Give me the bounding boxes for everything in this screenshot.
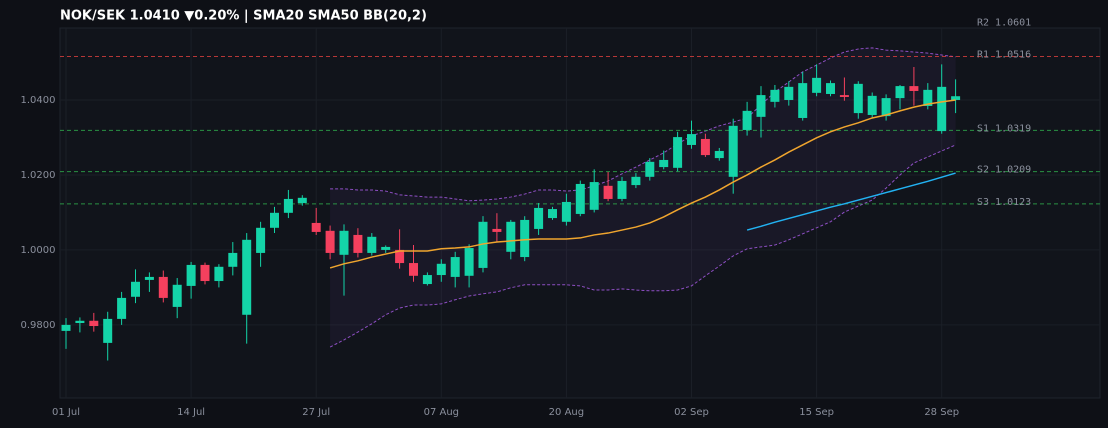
level-value: 1.0319 [995, 123, 1031, 134]
candle-body [89, 320, 99, 327]
candle-body [158, 276, 168, 298]
candle-body [520, 219, 530, 258]
x-tick-label: 15 Sep [799, 407, 834, 418]
x-tick-label: 28 Sep [924, 407, 959, 418]
level-name: S3 [977, 197, 989, 208]
candle-body [812, 77, 822, 93]
candle-body [687, 134, 696, 145]
level-value: 1.0123 [995, 197, 1031, 208]
level-label: S2 1.0209 [977, 165, 1031, 176]
candle-body [728, 125, 738, 177]
candle-body [492, 228, 502, 232]
candle-body [923, 89, 933, 106]
level-name: S2 [977, 165, 989, 176]
candle-body [450, 257, 460, 277]
candle-body [826, 83, 835, 94]
candle-body [381, 246, 391, 250]
candle-body [895, 86, 905, 99]
level-label: S3 1.0123 [977, 197, 1031, 208]
candle-body [853, 83, 863, 114]
candle-body [172, 284, 182, 307]
candle-body [700, 138, 710, 156]
x-tick-label: 07 Aug [424, 407, 459, 418]
candle-body [409, 263, 418, 276]
candle-body [534, 207, 544, 229]
level-label: S1 1.0319 [977, 123, 1031, 134]
candle-body [756, 95, 766, 117]
candle-body [867, 95, 877, 115]
candle-body [659, 159, 669, 168]
ma-line [746, 172, 956, 231]
candle-body [353, 234, 363, 253]
bb-fill [330, 47, 956, 348]
chart-title: NOK/SEK 1.0410 ▼0.20% | SMA20 SMA50 BB(2… [60, 9, 427, 24]
candle-body [339, 230, 349, 255]
candle-body [645, 161, 655, 177]
bb-upper [330, 47, 956, 202]
y-tick-label: 1.0000 [21, 245, 56, 256]
candle-body [881, 98, 891, 117]
candle-body [242, 239, 252, 315]
candle-body [256, 227, 266, 253]
candle-body [673, 137, 683, 168]
candle-body [506, 221, 516, 252]
candle-body [297, 197, 307, 204]
candle-body [325, 230, 335, 253]
candle-body [839, 95, 849, 97]
candle-body [714, 150, 724, 159]
level-value: 1.0209 [995, 165, 1031, 176]
candle-body [131, 281, 140, 297]
level-label: R2 1.0601 [977, 18, 1031, 29]
candle-body [395, 249, 405, 264]
candle-body [367, 236, 377, 253]
candle-body [909, 86, 919, 91]
candle-body [311, 222, 321, 232]
candle-body [798, 83, 808, 118]
y-tick-label: 0.9800 [21, 320, 56, 331]
candle-body [478, 221, 488, 268]
candle-body [75, 320, 85, 324]
level-name: R1 [977, 49, 989, 60]
candle-body [631, 176, 641, 186]
candle-body [548, 209, 557, 219]
level-label: R1 1.0516 [977, 49, 1031, 60]
ma-line [329, 99, 956, 269]
candle-body [186, 264, 196, 286]
candle-body [117, 297, 127, 319]
candle-body [200, 264, 210, 282]
candle-body [214, 266, 224, 282]
y-tick-label: 1.0200 [21, 170, 56, 181]
candle-body [937, 86, 947, 132]
level-name: R2 [977, 18, 989, 29]
candle-body [228, 252, 238, 267]
level-value: 1.0601 [995, 18, 1031, 29]
candle-body [422, 275, 432, 285]
candle-body [283, 198, 293, 213]
candle-body [951, 96, 961, 100]
candle-body [144, 276, 154, 280]
candle-body [742, 110, 752, 130]
candle-body [270, 212, 279, 228]
candle-body [784, 86, 794, 100]
candle-body [575, 183, 585, 214]
candle-body [61, 324, 71, 331]
level-value: 1.0516 [995, 49, 1031, 60]
candle-body [103, 318, 113, 343]
x-tick-label: 20 Aug [549, 407, 584, 418]
candle-body [436, 263, 446, 276]
bb-lower [329, 144, 956, 348]
candle-body [603, 185, 613, 199]
level-name: S1 [977, 123, 989, 134]
x-tick-label: 02 Sep [674, 407, 709, 418]
candle-body [464, 248, 474, 276]
x-tick-label: 14 Jul [177, 407, 205, 418]
candle-body [561, 201, 571, 222]
y-tick-label: 1.0400 [21, 95, 56, 106]
candle-body [617, 180, 627, 199]
x-tick-label: 27 Jul [302, 407, 330, 418]
candle-body [770, 89, 780, 102]
candle-body [589, 182, 599, 210]
x-tick-label: 01 Jul [52, 407, 80, 418]
